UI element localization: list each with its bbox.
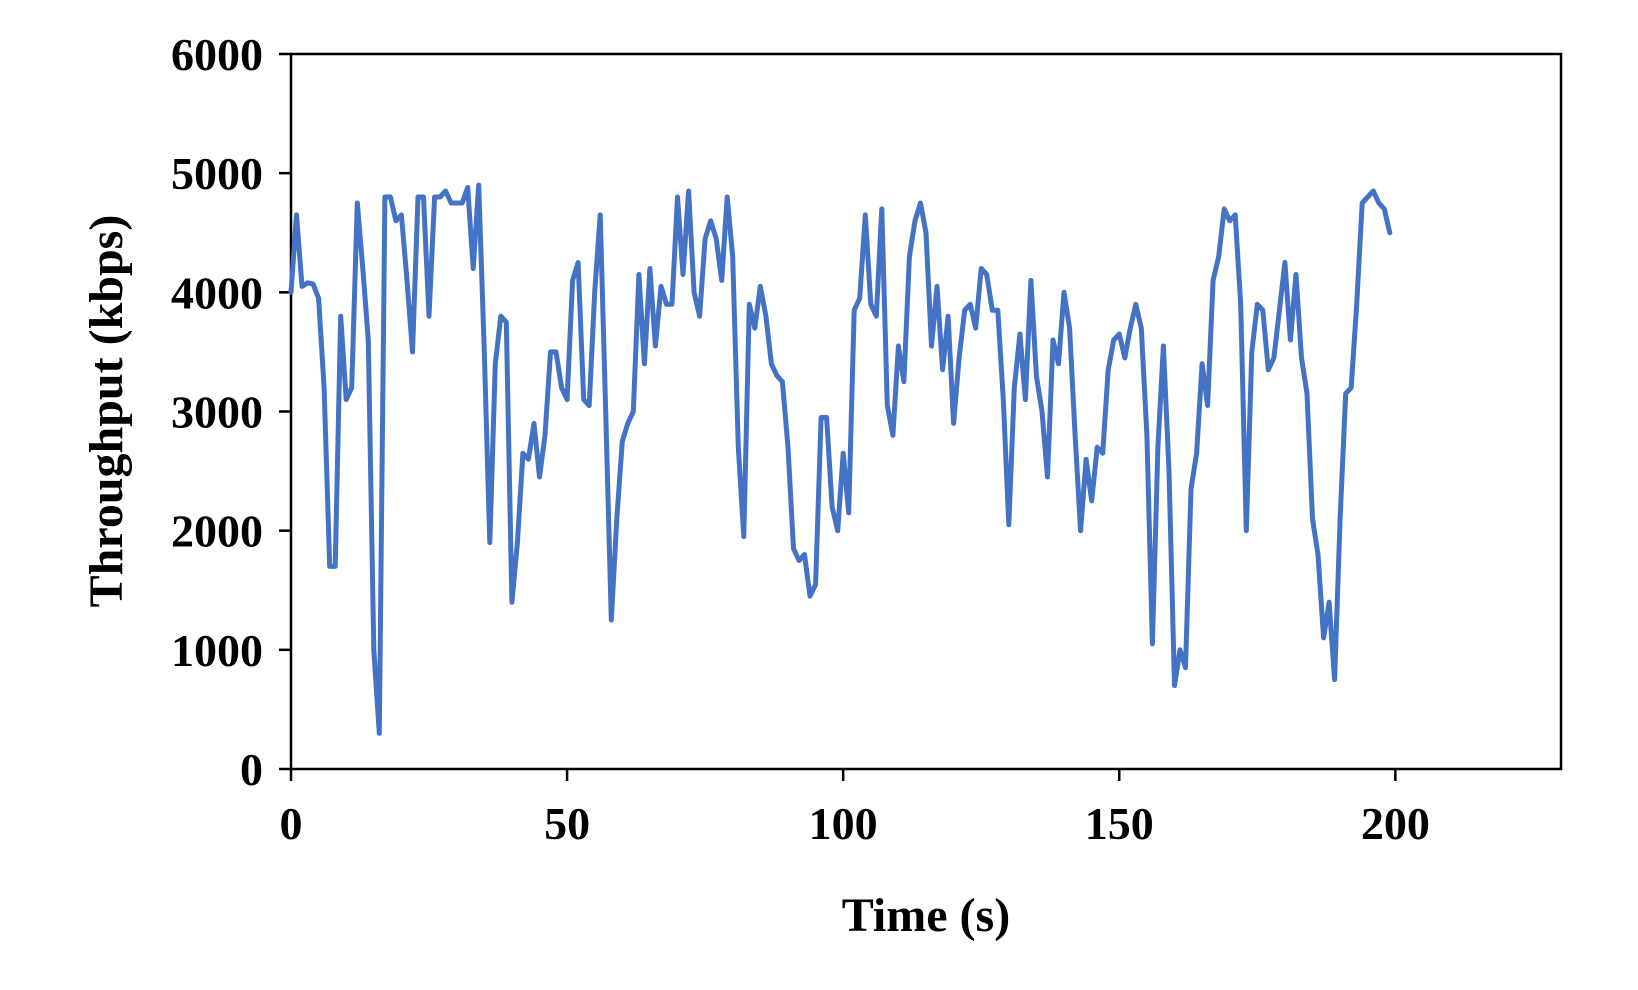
y-axis-title: Throughput (kbps) — [80, 215, 133, 608]
throughput-series-line — [288, 182, 1393, 736]
series-group — [288, 182, 1393, 736]
x-axis-ticks: 0 50 100 150 200 — [280, 769, 1430, 849]
x-tick-label: 150 — [1085, 798, 1154, 849]
y-tick-label: 6000 — [171, 29, 263, 80]
y-axis-ticks: 0 1000 2000 3000 4000 5000 6000 — [171, 29, 291, 795]
y-tick-label: 3000 — [171, 387, 263, 438]
plot-area — [289, 52, 1563, 771]
plot-frame — [289, 52, 1563, 771]
y-tick-label: 0 — [240, 744, 263, 795]
x-tick-label: 100 — [809, 798, 878, 849]
x-tick-label: 0 — [280, 798, 303, 849]
y-tick-label: 2000 — [171, 506, 263, 557]
y-tick-label: 4000 — [171, 267, 263, 318]
y-tick-label: 5000 — [171, 148, 263, 199]
y-tick-label: 1000 — [171, 625, 263, 676]
x-axis-title: Time (s) — [842, 889, 1010, 942]
x-tick-label: 50 — [544, 798, 590, 849]
x-tick-label: 200 — [1361, 798, 1430, 849]
